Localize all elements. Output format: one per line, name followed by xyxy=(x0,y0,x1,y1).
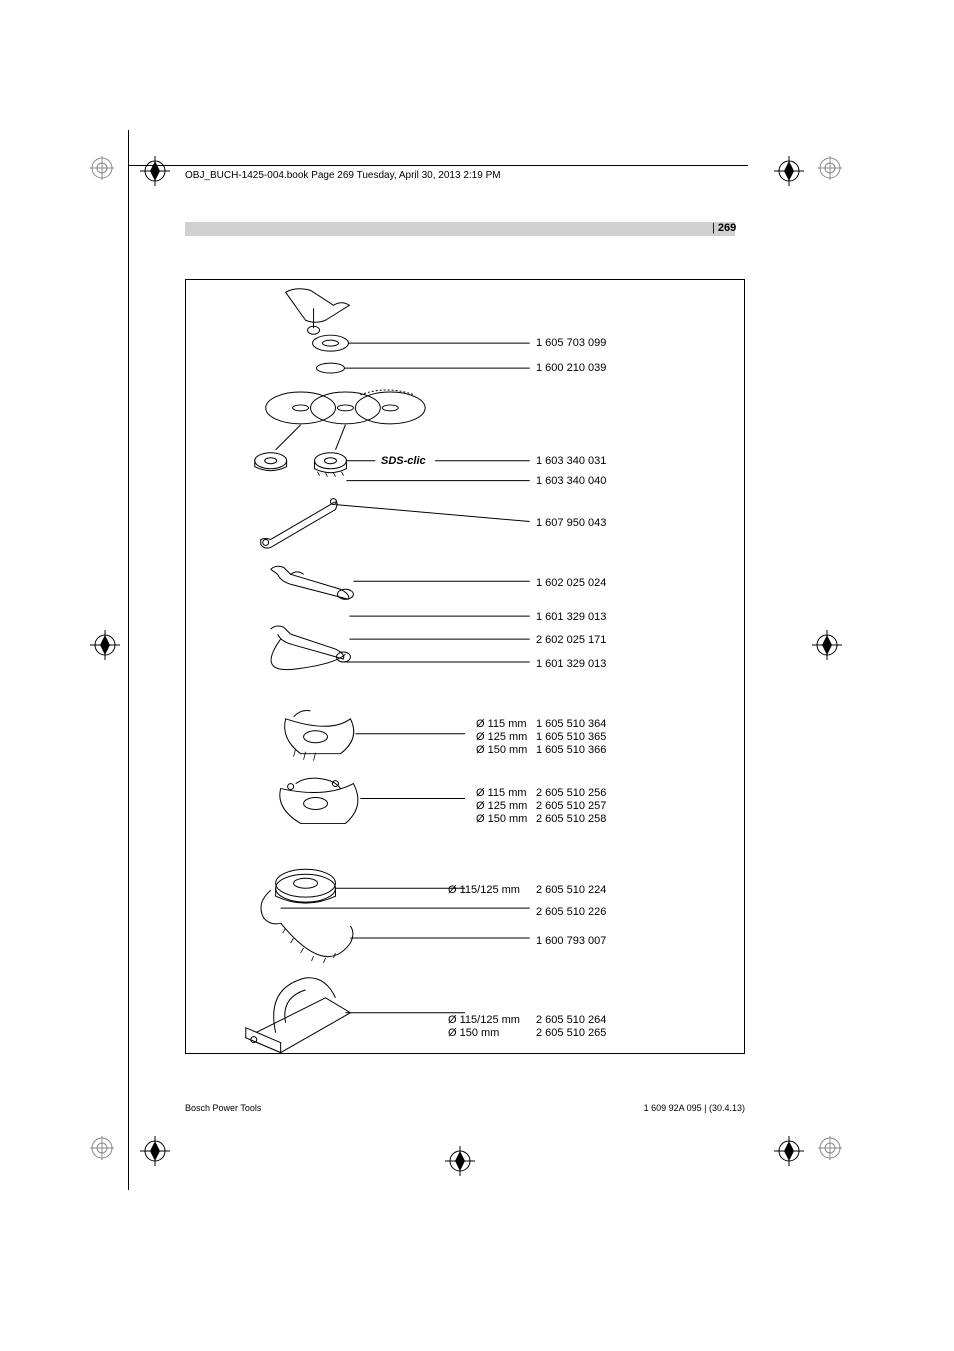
part-9: 1 601 329 013 xyxy=(536,658,606,670)
crop-mark-mr xyxy=(812,630,842,660)
discs-icon xyxy=(266,390,425,424)
guard3-d1: Ø 115/125 mm xyxy=(448,884,520,896)
guard2-d3: Ø 150 mm xyxy=(476,813,527,825)
guard-2-icon xyxy=(280,778,465,823)
parts-diagram xyxy=(186,280,744,1053)
part-10: 1 600 793 007 xyxy=(536,935,606,947)
footer-left: Bosch Power Tools xyxy=(185,1103,261,1113)
part-4: 1 603 340 040 xyxy=(536,475,606,487)
part-2: 1 600 210 039 xyxy=(536,362,606,374)
nut-1-icon xyxy=(255,453,287,471)
ring-icon xyxy=(317,363,530,373)
handle-2-icon xyxy=(271,616,530,669)
crop-mark-ml xyxy=(90,630,120,660)
guard1-p3: 1 605 510 366 xyxy=(536,744,606,756)
part-3: 1 603 340 031 xyxy=(536,455,606,467)
page-rule-left xyxy=(128,130,129,1190)
guard2-p2: 2 605 510 257 xyxy=(536,800,606,812)
part-1: 1 605 703 099 xyxy=(536,337,606,349)
part-8: 2 602 025 171 xyxy=(536,634,606,646)
parts-diagram-box: SDS-clic 1 605 703 099 1 600 210 039 1 6… xyxy=(185,279,745,1054)
footer-right: 1 609 92A 095 | (30.4.13) xyxy=(644,1103,745,1113)
reg-mark-tr xyxy=(818,156,842,180)
guard1-d2: Ø 125 mm xyxy=(476,731,527,743)
crop-mark-bc xyxy=(445,1146,475,1176)
reg-mark-tl xyxy=(90,156,114,180)
guard2-p1: 2 605 510 256 xyxy=(536,787,606,799)
guard3-p1: 2 605 510 224 xyxy=(536,884,606,896)
part-6: 1 602 025 024 xyxy=(536,577,606,589)
guard2-d1: Ø 115 mm xyxy=(476,787,527,799)
guard4-p1: 2 605 510 264 xyxy=(536,1014,606,1026)
guard4-d1: Ø 115/125 mm xyxy=(448,1014,520,1026)
guard1-p2: 1 605 510 365 xyxy=(536,731,606,743)
cutting-guide-icon xyxy=(246,978,465,1053)
guard2-p3: 2 605 510 258 xyxy=(536,813,606,825)
reg-mark-br xyxy=(818,1136,842,1160)
part-7: 1 601 329 013 xyxy=(536,611,606,623)
wrench-icon xyxy=(286,289,350,334)
guard4-p2: 2 605 510 265 xyxy=(536,1027,606,1039)
page-number: | 269 xyxy=(712,222,736,234)
part-5: 1 607 950 043 xyxy=(536,517,606,529)
guard1-d1: Ø 115 mm xyxy=(476,718,527,730)
crop-mark-tl xyxy=(140,156,170,186)
crop-mark-tr xyxy=(774,156,804,186)
header-file-info: OBJ_BUCH-1425-004.book Page 269 Tuesday,… xyxy=(185,170,501,181)
header-rule xyxy=(185,165,745,166)
pin-spanner-icon xyxy=(261,499,530,548)
flange-1-icon xyxy=(313,335,530,351)
guard1-p1: 1 605 510 364 xyxy=(536,718,606,730)
handle-1-icon xyxy=(271,566,530,599)
header-bar xyxy=(185,222,735,236)
crop-mark-bl xyxy=(140,1136,170,1166)
guard2-d2: Ø 125 mm xyxy=(476,800,527,812)
sds-clic-label: SDS-clic xyxy=(381,455,426,467)
guard3-p2: 2 605 510 226 xyxy=(536,906,606,918)
reg-mark-bl xyxy=(90,1136,114,1160)
guard4-d2: Ø 150 mm xyxy=(448,1027,499,1039)
crop-mark-br xyxy=(774,1136,804,1166)
guard-1-icon xyxy=(285,710,465,760)
page-num: 269 xyxy=(718,222,736,234)
guard1-d3: Ø 150 mm xyxy=(476,744,527,756)
